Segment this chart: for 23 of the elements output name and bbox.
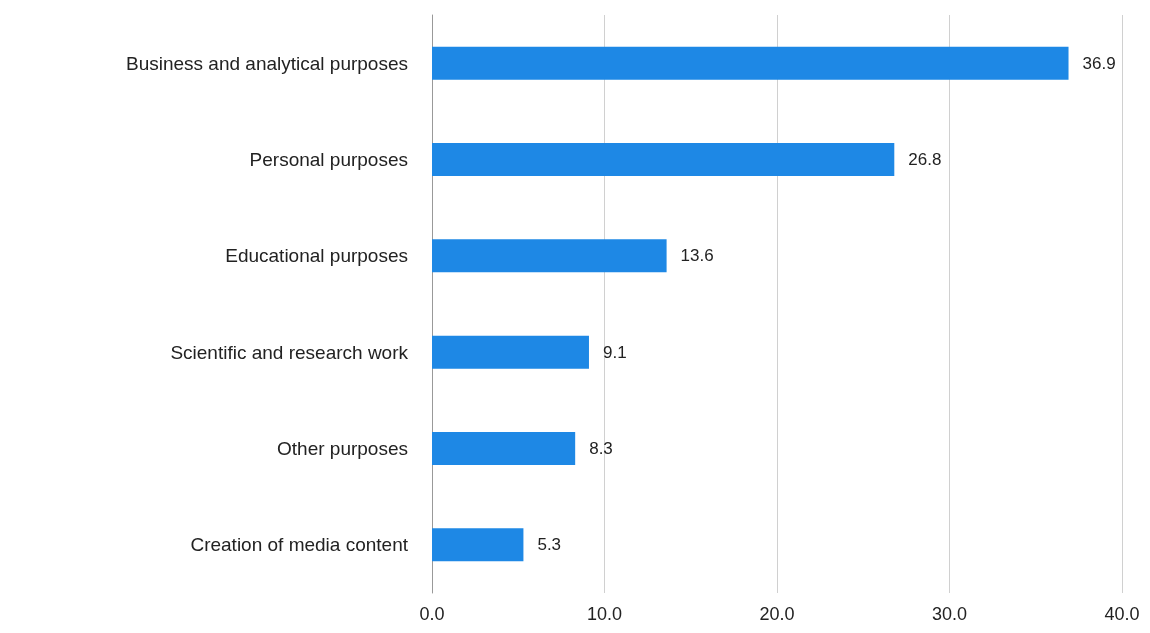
data-label: 9.1: [602, 342, 627, 362]
y-tick-label: Creation of media content: [190, 534, 409, 556]
y-tick-label: Educational purposes: [225, 245, 408, 267]
bar: [432, 432, 576, 465]
y-tick-label: Scientific and research work: [170, 341, 409, 363]
y-tick-label: Other purposes: [277, 438, 408, 459]
x-tick-label: 20.0: [759, 604, 795, 624]
bar: [432, 528, 524, 562]
bar: [432, 46, 1069, 80]
data-label: 5.3: [537, 535, 562, 555]
x-tick-label: 40.0: [1104, 604, 1140, 624]
bar: [432, 143, 895, 176]
bar: [432, 239, 667, 273]
data-label: 8.3: [589, 439, 613, 458]
bar: [432, 335, 589, 369]
x-tick-label: 0.0: [419, 604, 445, 624]
x-tick-label: 10.0: [586, 604, 623, 624]
data-label: 13.6: [680, 246, 714, 266]
y-tick-label: Personal purposes: [249, 149, 408, 170]
data-label: 36.9: [1082, 53, 1116, 73]
y-tick-label: Business and analytical purposes: [125, 52, 408, 74]
x-tick-label: 30.0: [931, 604, 968, 624]
data-label: 26.8: [908, 150, 942, 169]
